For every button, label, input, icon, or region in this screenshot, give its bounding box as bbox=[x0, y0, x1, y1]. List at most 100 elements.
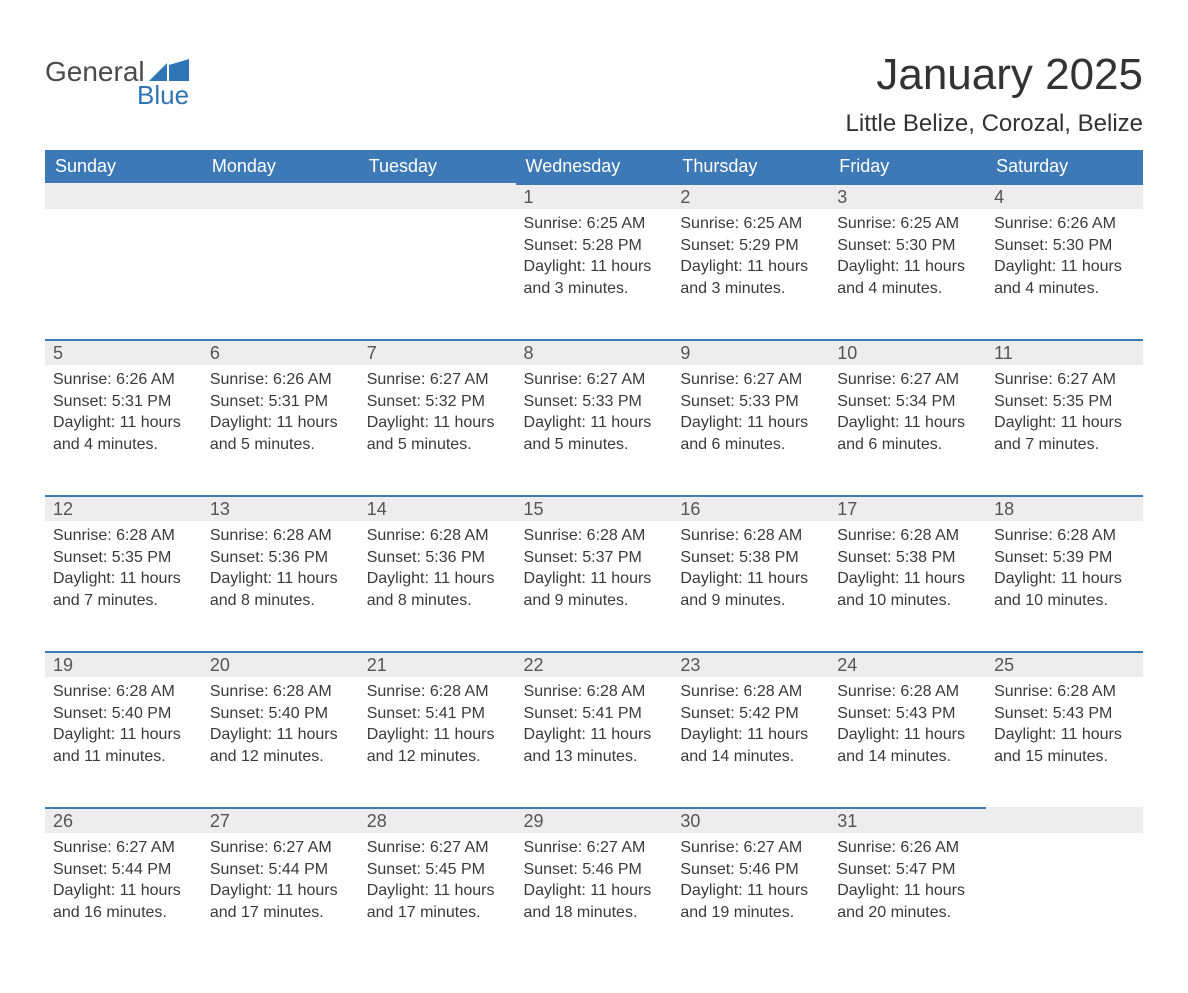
day-cell: Sunrise: 6:27 AMSunset: 5:45 PMDaylight:… bbox=[359, 833, 516, 963]
sunrise-line: Sunrise: 6:27 AM bbox=[524, 837, 665, 859]
day-cell: Sunrise: 6:27 AMSunset: 5:34 PMDaylight:… bbox=[829, 365, 986, 495]
daylight-line: Daylight: 11 hours and 9 minutes. bbox=[524, 568, 665, 611]
sunrise-line: Sunrise: 6:27 AM bbox=[210, 837, 351, 859]
day-cell: Sunrise: 6:28 AMSunset: 5:42 PMDaylight:… bbox=[672, 677, 829, 807]
day-cell: Sunrise: 6:27 AMSunset: 5:44 PMDaylight:… bbox=[45, 833, 202, 963]
day-details: Sunrise: 6:28 AMSunset: 5:42 PMDaylight:… bbox=[672, 677, 829, 785]
brand-word-blue: Blue bbox=[45, 80, 189, 111]
sunrise-line: Sunrise: 6:27 AM bbox=[367, 837, 508, 859]
day-number: 19 bbox=[45, 651, 202, 677]
sunset-line: Sunset: 5:42 PM bbox=[680, 703, 821, 725]
sunset-line: Sunset: 5:37 PM bbox=[524, 547, 665, 569]
daylight-line: Daylight: 11 hours and 3 minutes. bbox=[524, 256, 665, 299]
sunset-line: Sunset: 5:47 PM bbox=[837, 859, 978, 881]
day-details: Sunrise: 6:27 AMSunset: 5:32 PMDaylight:… bbox=[359, 365, 516, 473]
day-cell: Sunrise: 6:28 AMSunset: 5:38 PMDaylight:… bbox=[829, 521, 986, 651]
week-daynum-row: 12131415161718 bbox=[45, 495, 1143, 521]
day-cell bbox=[202, 209, 359, 339]
day-number: 20 bbox=[202, 651, 359, 677]
calendar-body: 1234Sunrise: 6:25 AMSunset: 5:28 PMDayli… bbox=[45, 183, 1143, 963]
daylight-line: Daylight: 11 hours and 3 minutes. bbox=[680, 256, 821, 299]
sunrise-line: Sunrise: 6:28 AM bbox=[994, 525, 1135, 547]
day-cell: Sunrise: 6:28 AMSunset: 5:36 PMDaylight:… bbox=[202, 521, 359, 651]
day-cell: Sunrise: 6:28 AMSunset: 5:41 PMDaylight:… bbox=[359, 677, 516, 807]
daylight-line: Daylight: 11 hours and 7 minutes. bbox=[994, 412, 1135, 455]
sunset-line: Sunset: 5:46 PM bbox=[680, 859, 821, 881]
weekday-row: SundayMondayTuesdayWednesdayThursdayFrid… bbox=[45, 150, 1143, 183]
day-number: 5 bbox=[45, 339, 202, 365]
day-number: 9 bbox=[672, 339, 829, 365]
sunset-line: Sunset: 5:36 PM bbox=[367, 547, 508, 569]
daylight-line: Daylight: 11 hours and 14 minutes. bbox=[680, 724, 821, 767]
day-cell: Sunrise: 6:25 AMSunset: 5:29 PMDaylight:… bbox=[672, 209, 829, 339]
sunset-line: Sunset: 5:43 PM bbox=[994, 703, 1135, 725]
daylight-line: Daylight: 11 hours and 20 minutes. bbox=[837, 880, 978, 923]
day-details: Sunrise: 6:28 AMSunset: 5:36 PMDaylight:… bbox=[359, 521, 516, 629]
sunrise-line: Sunrise: 6:27 AM bbox=[367, 369, 508, 391]
sunset-line: Sunset: 5:40 PM bbox=[210, 703, 351, 725]
day-details: Sunrise: 6:28 AMSunset: 5:38 PMDaylight:… bbox=[672, 521, 829, 629]
sunrise-line: Sunrise: 6:28 AM bbox=[837, 681, 978, 703]
daylight-line: Daylight: 11 hours and 12 minutes. bbox=[210, 724, 351, 767]
day-details: Sunrise: 6:28 AMSunset: 5:39 PMDaylight:… bbox=[986, 521, 1143, 629]
location-text: Little Belize, Corozal, Belize bbox=[846, 110, 1143, 138]
sunset-line: Sunset: 5:39 PM bbox=[994, 547, 1135, 569]
day-details: Sunrise: 6:26 AMSunset: 5:47 PMDaylight:… bbox=[829, 833, 986, 941]
day-number: 12 bbox=[45, 495, 202, 521]
day-cell bbox=[45, 209, 202, 339]
day-details: Sunrise: 6:28 AMSunset: 5:38 PMDaylight:… bbox=[829, 521, 986, 629]
day-cell: Sunrise: 6:26 AMSunset: 5:47 PMDaylight:… bbox=[829, 833, 986, 963]
day-number: 27 bbox=[202, 807, 359, 833]
day-cell: Sunrise: 6:28 AMSunset: 5:38 PMDaylight:… bbox=[672, 521, 829, 651]
day-number: 14 bbox=[359, 495, 516, 521]
day-number: 11 bbox=[986, 339, 1143, 365]
sunrise-line: Sunrise: 6:28 AM bbox=[524, 525, 665, 547]
day-number: 17 bbox=[829, 495, 986, 521]
sunset-line: Sunset: 5:38 PM bbox=[837, 547, 978, 569]
day-cell: Sunrise: 6:28 AMSunset: 5:39 PMDaylight:… bbox=[986, 521, 1143, 651]
daylight-line: Daylight: 11 hours and 6 minutes. bbox=[837, 412, 978, 455]
day-details: Sunrise: 6:25 AMSunset: 5:30 PMDaylight:… bbox=[829, 209, 986, 317]
sunrise-line: Sunrise: 6:28 AM bbox=[53, 681, 194, 703]
sunset-line: Sunset: 5:30 PM bbox=[837, 235, 978, 257]
day-cell bbox=[986, 833, 1143, 963]
day-details: Sunrise: 6:26 AMSunset: 5:30 PMDaylight:… bbox=[986, 209, 1143, 317]
day-number: 3 bbox=[829, 183, 986, 209]
sunrise-line: Sunrise: 6:27 AM bbox=[680, 369, 821, 391]
day-number: 18 bbox=[986, 495, 1143, 521]
header: General Blue January 2025 Little Belize,… bbox=[45, 50, 1143, 138]
daylight-line: Daylight: 11 hours and 8 minutes. bbox=[210, 568, 351, 611]
calendar-page: General Blue January 2025 Little Belize,… bbox=[0, 0, 1188, 993]
sunset-line: Sunset: 5:45 PM bbox=[367, 859, 508, 881]
sunrise-line: Sunrise: 6:28 AM bbox=[210, 525, 351, 547]
sunset-line: Sunset: 5:34 PM bbox=[837, 391, 978, 413]
day-details: Sunrise: 6:28 AMSunset: 5:40 PMDaylight:… bbox=[202, 677, 359, 785]
day-number: 7 bbox=[359, 339, 516, 365]
day-details: Sunrise: 6:25 AMSunset: 5:28 PMDaylight:… bbox=[516, 209, 673, 317]
sunrise-line: Sunrise: 6:28 AM bbox=[367, 681, 508, 703]
week-body-row: Sunrise: 6:26 AMSunset: 5:31 PMDaylight:… bbox=[45, 365, 1143, 495]
day-number: 13 bbox=[202, 495, 359, 521]
sunset-line: Sunset: 5:30 PM bbox=[994, 235, 1135, 257]
sunset-line: Sunset: 5:44 PM bbox=[210, 859, 351, 881]
daylight-line: Daylight: 11 hours and 9 minutes. bbox=[680, 568, 821, 611]
day-cell: Sunrise: 6:26 AMSunset: 5:31 PMDaylight:… bbox=[45, 365, 202, 495]
daylight-line: Daylight: 11 hours and 15 minutes. bbox=[994, 724, 1135, 767]
day-details: Sunrise: 6:28 AMSunset: 5:35 PMDaylight:… bbox=[45, 521, 202, 629]
sunrise-line: Sunrise: 6:27 AM bbox=[994, 369, 1135, 391]
day-cell: Sunrise: 6:28 AMSunset: 5:41 PMDaylight:… bbox=[516, 677, 673, 807]
day-details: Sunrise: 6:28 AMSunset: 5:40 PMDaylight:… bbox=[45, 677, 202, 785]
day-number: 22 bbox=[516, 651, 673, 677]
sunrise-line: Sunrise: 6:26 AM bbox=[210, 369, 351, 391]
day-details: Sunrise: 6:27 AMSunset: 5:35 PMDaylight:… bbox=[986, 365, 1143, 473]
daylight-line: Daylight: 11 hours and 11 minutes. bbox=[53, 724, 194, 767]
sunset-line: Sunset: 5:41 PM bbox=[524, 703, 665, 725]
sunrise-line: Sunrise: 6:27 AM bbox=[680, 837, 821, 859]
daylight-line: Daylight: 11 hours and 17 minutes. bbox=[367, 880, 508, 923]
day-number-empty bbox=[202, 183, 359, 209]
day-cell: Sunrise: 6:27 AMSunset: 5:33 PMDaylight:… bbox=[672, 365, 829, 495]
daylight-line: Daylight: 11 hours and 4 minutes. bbox=[994, 256, 1135, 299]
sunrise-line: Sunrise: 6:28 AM bbox=[367, 525, 508, 547]
day-details: Sunrise: 6:27 AMSunset: 5:46 PMDaylight:… bbox=[516, 833, 673, 941]
daylight-line: Daylight: 11 hours and 12 minutes. bbox=[367, 724, 508, 767]
